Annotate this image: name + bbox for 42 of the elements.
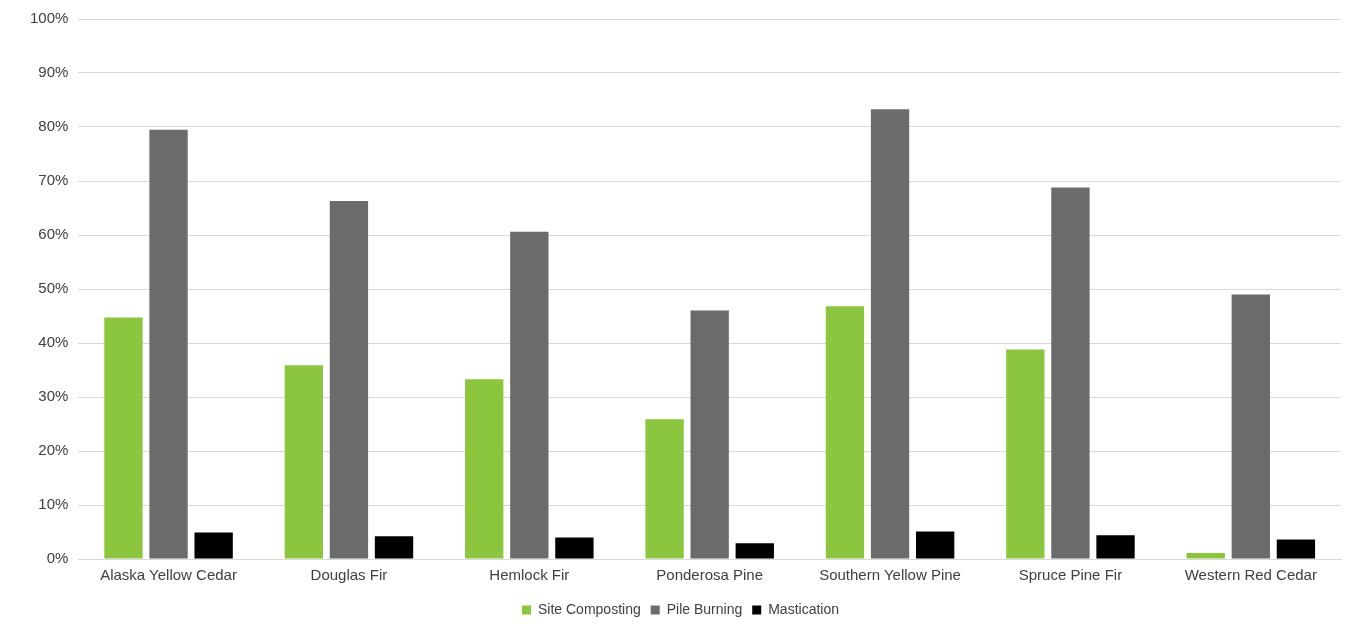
bar	[194, 532, 233, 559]
y-tick-label: 30%	[38, 387, 69, 405]
bar	[825, 306, 865, 559]
bar	[555, 537, 594, 559]
y-tick-label: 60%	[38, 225, 69, 243]
x-tick-label: Spruce Pine Fir	[1018, 566, 1123, 584]
bar	[104, 317, 143, 559]
x-tick-label: Douglas Fir	[310, 566, 388, 584]
bar	[645, 419, 684, 559]
bar	[465, 379, 504, 559]
bar	[915, 531, 955, 559]
x-tick-label: Ponderosa Pine	[656, 566, 764, 584]
y-tick-label: 10%	[38, 495, 69, 513]
y-tick-label: 50%	[38, 279, 69, 297]
bar	[510, 231, 549, 559]
y-tick-label: 0%	[46, 549, 69, 567]
legend-label: Pile Burning	[666, 600, 743, 617]
x-tick-label: Southern Yellow Pine	[819, 566, 961, 584]
y-tick-label: 80%	[38, 117, 69, 135]
bar	[690, 310, 729, 559]
bar	[1051, 187, 1090, 559]
bar	[1276, 539, 1316, 559]
bar	[1186, 553, 1225, 559]
y-tick-label: 100%	[29, 9, 69, 27]
bar	[149, 129, 188, 559]
bar	[284, 365, 323, 559]
x-tick-label: Alaska Yellow Cedar	[100, 566, 237, 584]
bar	[870, 109, 910, 559]
legend-label: Site Composting	[537, 600, 641, 617]
y-tick-label: 40%	[38, 333, 69, 351]
bar	[329, 200, 369, 559]
x-tick-label: Hemlock Fir	[489, 566, 570, 584]
bar	[1006, 349, 1045, 559]
bar	[1231, 294, 1270, 559]
y-tick-label: 70%	[38, 171, 69, 189]
bar	[374, 536, 414, 559]
y-tick-label: 90%	[38, 63, 69, 81]
x-tick-label: Western Red Cedar	[1184, 566, 1317, 584]
legend-label: Mastication	[768, 600, 840, 617]
y-tick-label: 20%	[38, 441, 69, 459]
bar	[735, 543, 774, 559]
bar	[1096, 535, 1135, 559]
